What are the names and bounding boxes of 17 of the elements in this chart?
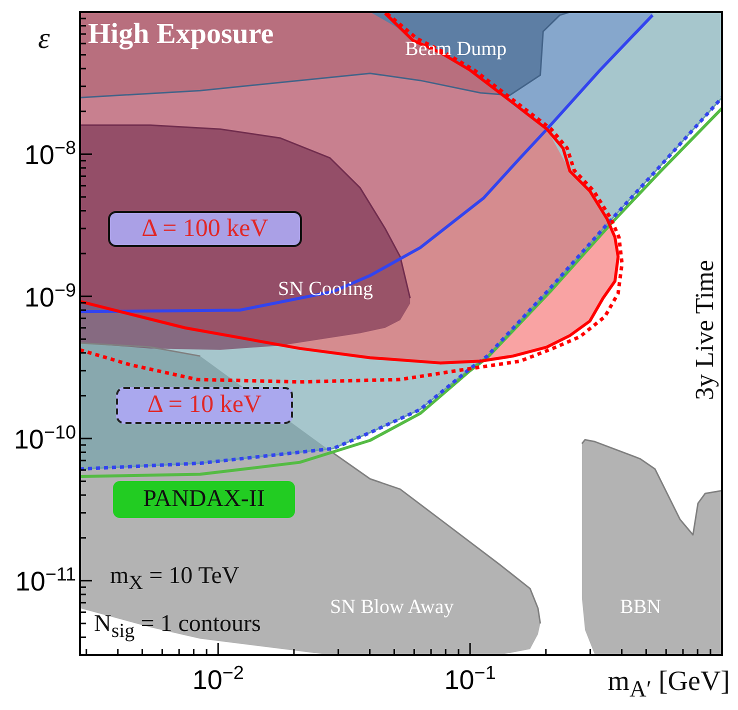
annotation: N$_{sig}$ = 1 contours — [94, 611, 261, 643]
annotation: BBN — [620, 596, 662, 619]
annotation: High Exposure — [88, 18, 274, 51]
y-tick-label: 10$^{−11}$ — [15, 564, 76, 597]
x-axis-title: m$_{A′}$ [GeV] — [608, 666, 730, 704]
annotation: SN Blow Away — [330, 596, 454, 619]
y-tick-label: 10$^{−9}$ — [24, 280, 76, 312]
annotation: 3y Live Time — [690, 260, 720, 400]
annotation: Δ = 10 keV — [116, 387, 293, 424]
y-axis-title: ε — [38, 22, 50, 56]
series-label: PANDAX-II — [113, 481, 295, 518]
x-tick-label: 10$^{−1}$ — [444, 662, 496, 695]
annotation: m$_{X}$ = 10 TeV — [110, 563, 240, 595]
y-tick-label: 10$^{−8}$ — [24, 138, 76, 170]
y-tick-label: 10$^{−10}$ — [14, 422, 76, 454]
annotation: Δ = 100 keV — [108, 211, 302, 247]
x-tick-label: 10$^{−2}$ — [192, 662, 244, 695]
